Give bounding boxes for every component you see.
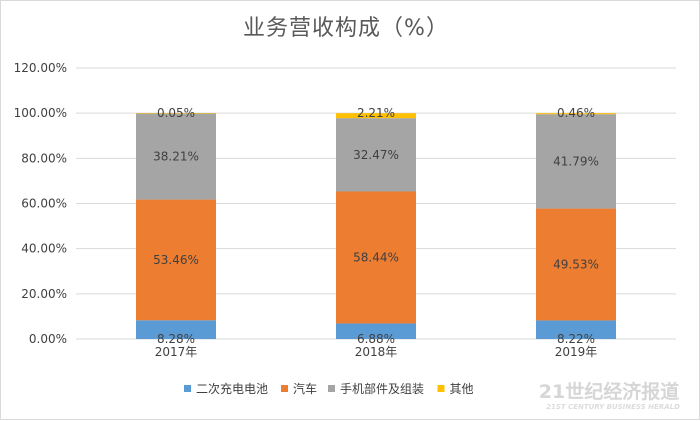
y-tick-label: 60.00%	[21, 197, 67, 211]
bar-segment	[336, 118, 416, 192]
data-label: 2.21%	[357, 106, 395, 120]
bar-segment	[136, 199, 216, 321]
bar-segment	[136, 320, 216, 339]
y-tick-label: 120.00%	[14, 61, 67, 75]
y-axis: 0.00% 20.00% 40.00% 60.00% 80.00% 100.00% 120.…	[14, 61, 67, 346]
data-label: 0.46%	[557, 106, 595, 120]
y-tick-label: 20.00%	[21, 287, 67, 301]
y-tick-label: 40.00%	[21, 242, 67, 256]
data-label: 41.79%	[553, 154, 599, 168]
data-label: 58.44%	[353, 250, 399, 264]
y-tick-label: 0.00%	[29, 332, 67, 346]
legend-label: 手机部件及组装	[340, 381, 424, 396]
data-label: 32.47%	[353, 148, 399, 162]
bar-segment	[136, 113, 216, 200]
bar-segment	[336, 191, 416, 324]
legend-label: 汽车	[293, 381, 317, 396]
legend-label: 二次充电电池	[196, 381, 268, 396]
data-label: 53.46%	[153, 253, 199, 267]
legend-swatch	[437, 385, 445, 392]
data-label: 49.53%	[553, 258, 599, 272]
data-label: 8.28%	[157, 332, 195, 346]
x-axis: 2017年 2018年 2019年	[155, 345, 598, 359]
bar-segment	[536, 113, 616, 115]
data-label: 6.88%	[357, 332, 395, 346]
y-tick-label: 80.00%	[21, 151, 67, 165]
x-category-label: 2018年	[355, 345, 398, 359]
watermark: 21世纪经济报道 21ST CENTURY BUSINESS HERALD	[539, 380, 680, 411]
y-tick-label: 100.00%	[14, 106, 67, 120]
data-labels: 8.28% 53.46% 38.21% 0.05% 6.88% 58.44% 32.47% 2…	[153, 106, 599, 346]
data-label: 38.21%	[153, 149, 199, 163]
x-category-label: 2017年	[155, 345, 198, 359]
watermark-title: 21世纪经济报道	[539, 380, 679, 403]
watermark-subtitle: 21ST CENTURY BUSINESS HERALD	[546, 403, 680, 411]
legend-label: 其他	[450, 382, 474, 396]
bar-segment	[336, 323, 416, 339]
bar-segment	[136, 113, 216, 114]
chart-title: 业务营收构成（%）	[243, 16, 449, 41]
bars	[136, 113, 616, 339]
data-label: 0.05%	[157, 106, 195, 120]
bar-segment	[536, 320, 616, 339]
bar-segment	[336, 113, 416, 119]
legend-swatch	[328, 385, 335, 392]
legend: 二次充电电池 汽车 手机部件及组装 其他	[184, 381, 474, 396]
bar-segment	[536, 114, 616, 209]
legend-swatch	[184, 385, 191, 392]
bar-segment	[536, 208, 616, 321]
legend-swatch	[281, 385, 288, 392]
data-label: 8.22%	[557, 332, 595, 346]
x-category-label: 2019年	[555, 345, 598, 359]
